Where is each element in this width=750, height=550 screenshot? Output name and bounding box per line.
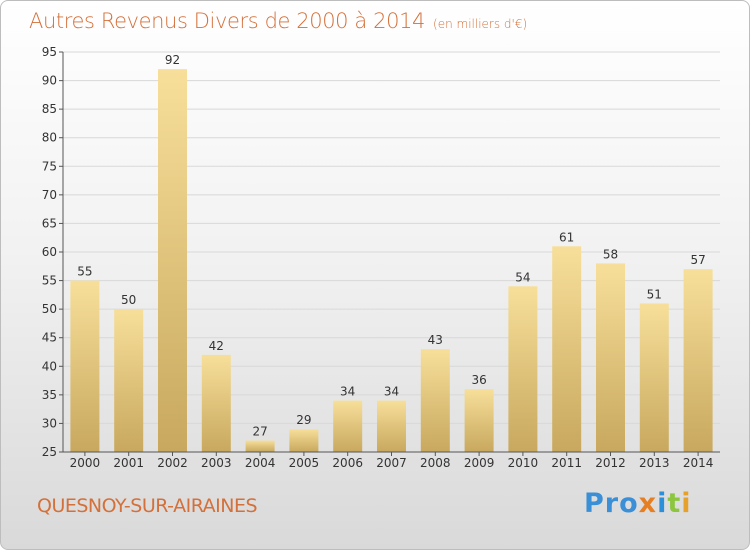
y-tick-label: 85 (42, 102, 57, 116)
bar (464, 389, 494, 452)
chart-title-text: Autres Revenus Divers de 2000 à 2014 (29, 9, 426, 33)
y-tick-label: 75 (42, 159, 57, 173)
data-label: 61 (559, 230, 574, 244)
y-tick-label: 65 (42, 216, 57, 230)
y-tick-label: 30 (42, 416, 57, 430)
y-tick-label: 90 (42, 74, 57, 88)
data-label: 55 (77, 265, 92, 279)
bar (289, 429, 319, 452)
x-tick-label: 2005 (289, 456, 320, 470)
bar (552, 246, 582, 452)
y-tick-label: 70 (42, 188, 57, 202)
bar (245, 440, 275, 452)
x-tick-label: 2003 (201, 456, 232, 470)
x-tick-label: 2008 (420, 456, 451, 470)
x-tick-label: 2004 (245, 456, 276, 470)
x-tick-label: 2002 (157, 456, 188, 470)
data-label: 42 (209, 339, 224, 353)
data-label: 36 (471, 373, 486, 387)
bar (201, 354, 231, 452)
y-tick-label: 35 (42, 388, 57, 402)
x-tick-label: 2013 (639, 456, 670, 470)
chart-unit: (en milliers d'€) (433, 17, 528, 31)
data-label: 34 (340, 385, 355, 399)
x-tick-label: 2012 (595, 456, 626, 470)
bar (639, 303, 669, 452)
data-label: 92 (165, 53, 180, 67)
data-label: 43 (428, 333, 443, 347)
logo-part-1: Pro (584, 488, 639, 519)
data-label: 29 (296, 413, 311, 427)
bar (683, 269, 713, 452)
x-tick-label: 2014 (683, 456, 714, 470)
y-tick-label: 40 (42, 359, 57, 373)
proxiti-logo: Proxiti (584, 488, 692, 519)
logo-part-5: i (681, 488, 692, 519)
bar (508, 286, 538, 452)
commune-name: QUESNOY-SUR-AIRAINES (37, 495, 258, 517)
x-tick-label: 2010 (508, 456, 539, 470)
logo-part-4: t (667, 488, 682, 519)
data-label: 34 (384, 385, 399, 399)
bar (158, 69, 187, 453)
x-tick-label: 2007 (376, 456, 407, 470)
x-tick-label: 2006 (332, 456, 363, 470)
bar (333, 400, 363, 452)
x-tick-label: 2011 (551, 456, 582, 470)
y-tick-label: 60 (42, 245, 57, 259)
logo-part-3: i (657, 488, 668, 519)
bar (596, 263, 625, 452)
bar (70, 280, 100, 452)
y-tick-label: 95 (42, 45, 57, 59)
bar (114, 309, 144, 452)
y-tick-label: 80 (42, 131, 57, 145)
data-label: 54 (515, 270, 530, 284)
logo-part-2: x (638, 488, 658, 519)
x-tick-label: 2001 (113, 456, 144, 470)
y-tick-label: 45 (42, 331, 57, 345)
data-label: 50 (121, 293, 136, 307)
y-tick-label: 55 (42, 274, 57, 288)
data-label: 51 (647, 287, 662, 301)
y-tick-label: 50 (42, 302, 57, 316)
x-tick-label: 2000 (70, 456, 101, 470)
bar (377, 400, 406, 452)
y-tick-label: 25 (42, 445, 57, 459)
chart-title: Autres Revenus Divers de 2000 à 2014 (en … (29, 9, 527, 33)
data-label: 57 (690, 253, 705, 267)
data-label: 58 (603, 247, 618, 261)
bar (420, 349, 450, 452)
data-label: 27 (252, 425, 267, 439)
x-tick-label: 2009 (464, 456, 495, 470)
